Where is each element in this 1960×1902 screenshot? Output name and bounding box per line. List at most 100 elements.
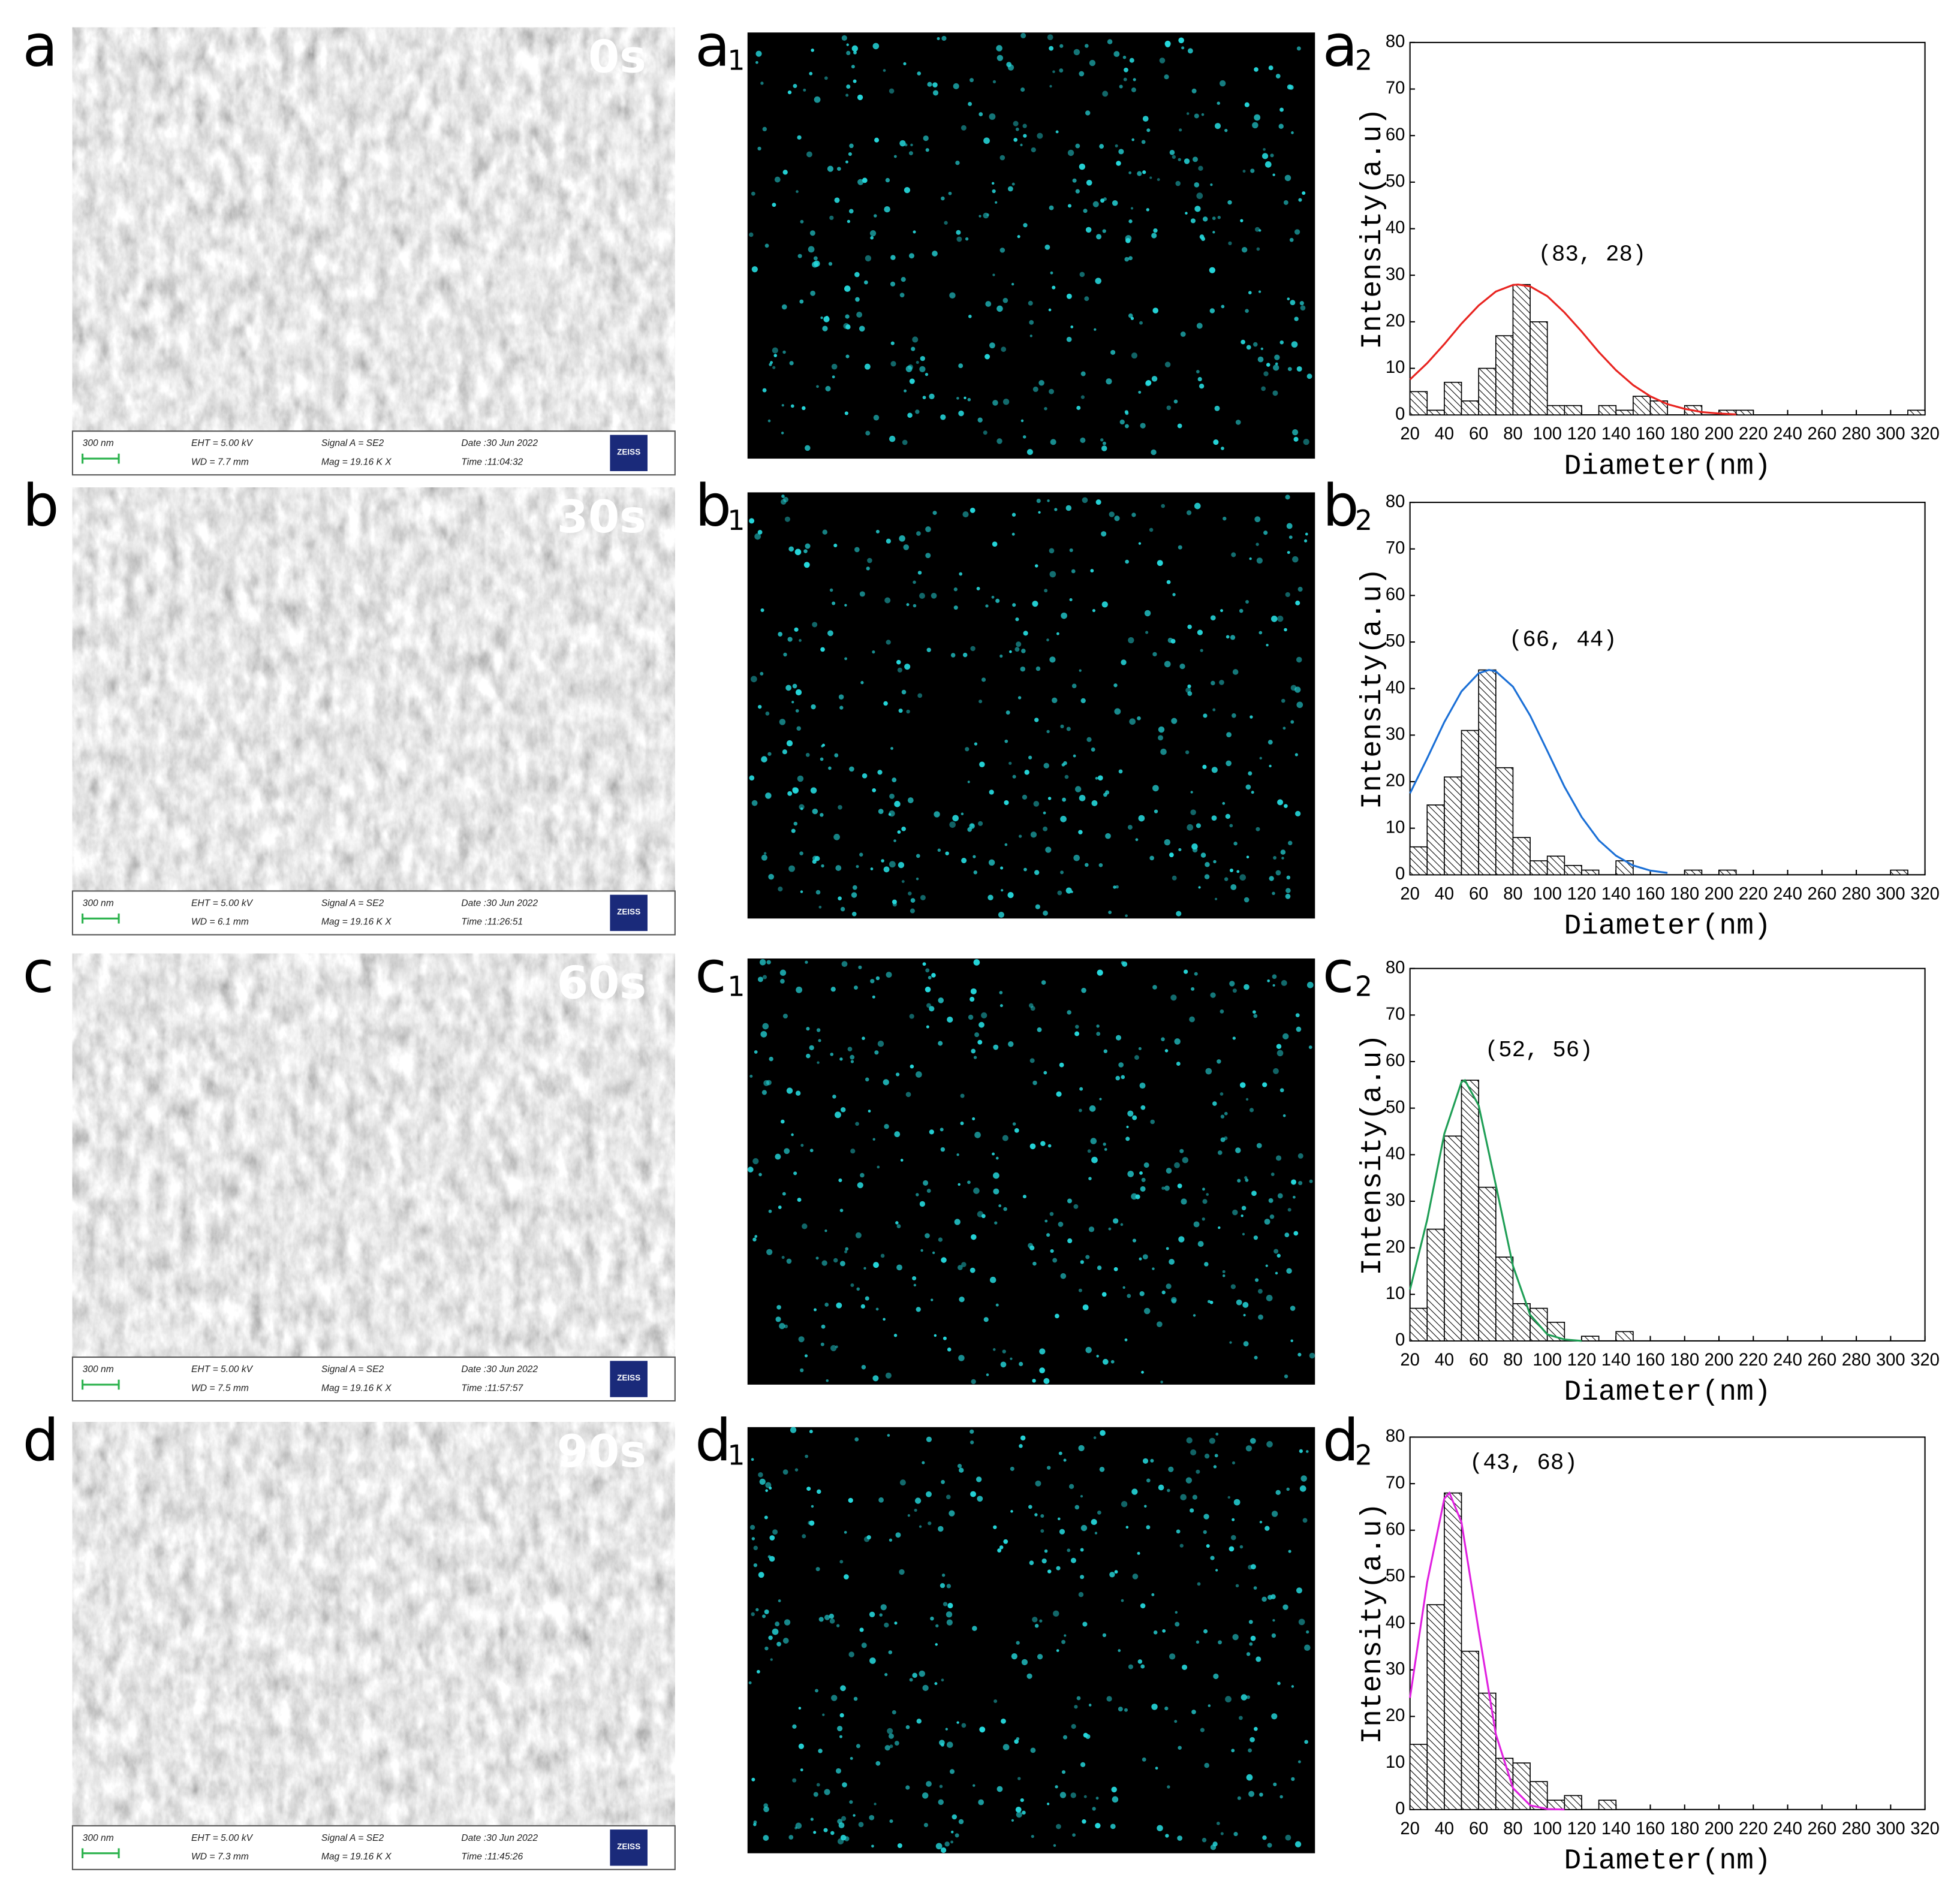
particle [992,1348,996,1351]
bar [1530,321,1548,415]
particle [1108,911,1112,914]
particle [792,787,799,794]
map-sub: 1 [727,970,745,1003]
particle [871,1844,874,1848]
particle [1245,784,1251,790]
particle [1170,1297,1177,1303]
particle [1219,680,1224,685]
particle [947,1602,953,1609]
particle [1060,870,1064,875]
particle [1289,237,1294,242]
particle [1127,1110,1134,1117]
particle [848,1651,854,1657]
particle [769,1056,773,1062]
particle [1121,659,1127,665]
particle [1268,1198,1273,1203]
particle [826,1379,829,1382]
particle [1067,149,1074,156]
particle [1286,523,1293,529]
particle [1190,791,1193,794]
particle [815,262,819,266]
particle [972,1117,976,1121]
particle [813,1792,818,1797]
particle [761,854,767,861]
particle [1197,629,1203,635]
particle [836,1624,840,1627]
particle [1128,313,1133,318]
particle [797,1198,802,1202]
particle [1248,1620,1253,1624]
particle [952,1814,958,1820]
particle [781,499,787,505]
chart-sub: 2 [1355,504,1372,536]
particle [904,186,911,194]
particle [787,90,792,95]
particle [1205,861,1210,867]
particle [747,1166,754,1172]
particle [834,753,839,758]
particle [806,1027,810,1031]
particle [1087,1149,1091,1153]
bar [1546,405,1565,415]
particle [1119,419,1125,425]
particle [1178,158,1181,161]
particle [770,1658,773,1661]
particle [853,50,857,55]
particle [1285,894,1291,899]
particle [1032,386,1038,392]
particle [1284,804,1288,809]
particle [1102,91,1109,97]
particle [1302,1518,1308,1523]
particle [1297,1760,1301,1764]
particle [1021,649,1026,653]
particle [845,354,850,358]
particle [1080,1548,1084,1552]
particle [1059,1062,1064,1068]
particle [1134,1055,1139,1060]
particle [1161,1186,1165,1190]
particle [856,1287,860,1291]
particle [1012,774,1016,779]
particle [773,354,777,357]
particle [1277,1193,1283,1199]
particle [948,191,952,195]
particle [1151,376,1158,382]
particle [944,221,948,225]
particle [1115,1075,1121,1081]
particle [1279,107,1284,112]
particle [850,1149,856,1154]
particle [1091,800,1098,806]
x-tick-label: 260 [1807,1819,1836,1838]
info-wd: WD = 7.3 mm [191,1852,249,1862]
particle [1226,635,1230,639]
bar [1564,864,1582,876]
particle [866,566,870,571]
y-tick-label: 20 [1386,312,1405,331]
particle [915,409,920,414]
particle [937,37,940,40]
particle [886,640,891,645]
particle [1209,267,1215,273]
particle [1242,1232,1245,1236]
particle [977,1496,983,1502]
particle [1169,852,1174,858]
particle [820,757,824,761]
y-tick-label: 10 [1386,818,1405,837]
particle [822,529,828,535]
particle [1249,557,1252,560]
particle [786,740,793,747]
particle [1165,1834,1169,1838]
particle [1098,863,1103,867]
particle [916,877,919,881]
particle [1206,1193,1209,1196]
y-tick-label: 20 [1386,1706,1405,1725]
particle [1094,328,1097,331]
y-tick-label: 40 [1386,1144,1405,1163]
x-tick-label: 60 [1469,884,1488,903]
y-tick-label: 0 [1395,405,1405,424]
particle [1232,1036,1236,1040]
particle [962,652,968,658]
particle [1088,1704,1092,1707]
particle [1084,296,1089,302]
particle [1232,1209,1238,1216]
